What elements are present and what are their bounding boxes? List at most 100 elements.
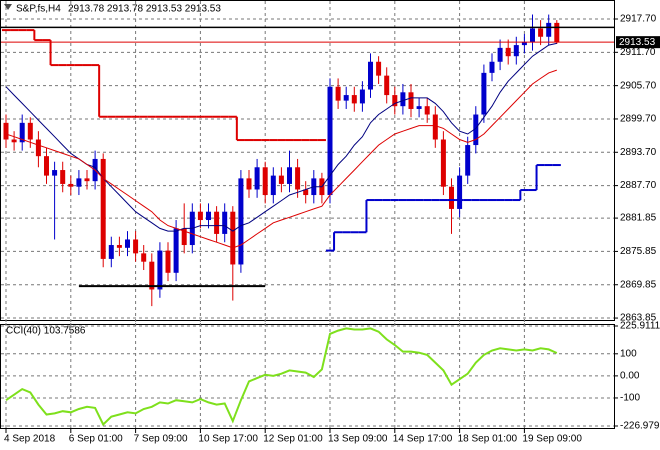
candle-body (68, 183, 74, 187)
cci-title: CCI(40) 103.7586 (6, 326, 86, 337)
cci-line (5, 327, 558, 427)
candle-body (76, 178, 82, 187)
candle-body (505, 47, 511, 57)
y-tick-label: -100 (620, 393, 640, 404)
x-tick-label: 10 Sep 17:00 (198, 434, 258, 445)
candle-body (230, 211, 236, 265)
candle-body (222, 211, 228, 234)
candle-body (165, 250, 171, 273)
candle-body (108, 245, 114, 259)
candle-body (359, 89, 365, 104)
candle-body (521, 42, 527, 46)
candle-body (351, 95, 357, 104)
candle-body (303, 189, 309, 196)
y-tick-label: 225.9111 (620, 321, 660, 332)
candle-body (343, 95, 349, 101)
candle-body (44, 156, 49, 176)
candle-body (262, 167, 268, 196)
candle-body (538, 28, 544, 37)
candle-body (481, 72, 487, 115)
y-tick-label: 2911.70 (620, 47, 656, 58)
candle-body (513, 45, 519, 57)
candle-body (368, 61, 373, 90)
candle-body (270, 175, 276, 196)
candle-body (141, 253, 147, 262)
y-tick-label: 2869.85 (620, 279, 657, 290)
candle-body (424, 106, 430, 115)
y-tick-label: -226.9796 (620, 421, 660, 432)
candle-body (546, 22, 552, 37)
candle-body (278, 175, 284, 184)
x-tick-label: 19 Sep 09:00 (522, 434, 582, 445)
y-tick-label: 100 (620, 348, 637, 359)
candle-body (52, 170, 58, 176)
x-tick-label: 6 Sep 01:00 (69, 434, 123, 445)
moving-average (5, 69, 557, 249)
y-tick-label: 2875.85 (620, 246, 657, 257)
y-tick-label: 2863.85 (620, 313, 657, 324)
candle-body (408, 92, 414, 109)
cci-panel (0, 324, 615, 429)
candle-body (254, 167, 260, 190)
candle-body (35, 139, 41, 157)
candle-body (149, 261, 155, 290)
candle-body (197, 211, 203, 221)
candle-body (449, 186, 454, 209)
x-tick-label: 13 Sep 09:00 (328, 434, 388, 445)
x-tick-label: 18 Sep 01:00 (458, 434, 518, 445)
candle-body (133, 239, 139, 254)
candle-body (214, 211, 220, 234)
candle-body (19, 122, 25, 143)
candle-body (173, 228, 179, 273)
candle-body (440, 139, 446, 187)
price-label: 2913.53 (619, 37, 656, 48)
candle-body (400, 92, 406, 107)
candle-body (84, 178, 90, 182)
y-tick-label: 0.00 (620, 371, 640, 382)
candle-body (376, 61, 382, 76)
y-tick-label: 2881.85 (620, 213, 657, 224)
y-tick-label: 2917.70 (620, 14, 657, 25)
candle-body (238, 178, 244, 265)
candle-body (181, 228, 187, 246)
candle-body (60, 170, 66, 184)
candle-body (335, 86, 341, 101)
price-label-box (616, 36, 660, 49)
moving-average (5, 42, 557, 232)
candle-body (27, 122, 33, 140)
candle-body (530, 28, 535, 43)
chart-subtitle: 2913.78 2913.78 2913.53 2913.53 (68, 4, 221, 15)
candle-body (3, 122, 9, 140)
candle-body (465, 145, 471, 176)
y-tick-label: 2893.70 (620, 147, 657, 158)
x-tick-label: 4 Sep 2018 (4, 434, 56, 445)
candle-body (206, 211, 211, 221)
candle-body (100, 158, 106, 259)
candle-body (473, 114, 479, 146)
y-tick-label: 2887.70 (620, 180, 657, 191)
symbol-icon (4, 4, 12, 10)
candle-body (287, 167, 292, 184)
candle-body (327, 86, 333, 196)
x-tick-label: 14 Sep 17:00 (393, 434, 453, 445)
candle-body (125, 239, 130, 248)
candle-body (432, 114, 438, 140)
candle-body (157, 250, 163, 290)
chart-title: S&P,fs,H4 (16, 4, 61, 15)
candle-body (116, 245, 122, 248)
y-tick-label: 2905.70 (620, 80, 657, 91)
candle-body (416, 106, 422, 109)
candle-body (246, 178, 252, 190)
y-tick-label: 2899.70 (620, 114, 657, 125)
candle-body (295, 167, 301, 190)
candle-body (11, 139, 17, 143)
candle-body (392, 95, 398, 107)
candle-body (384, 75, 390, 96)
x-tick-label: 7 Sep 09:00 (134, 434, 188, 445)
candle-body (497, 47, 503, 62)
candle-body (554, 22, 560, 43)
candle-body (489, 61, 495, 73)
candle-body (457, 175, 463, 209)
x-tick-label: 12 Sep 01:00 (263, 434, 323, 445)
